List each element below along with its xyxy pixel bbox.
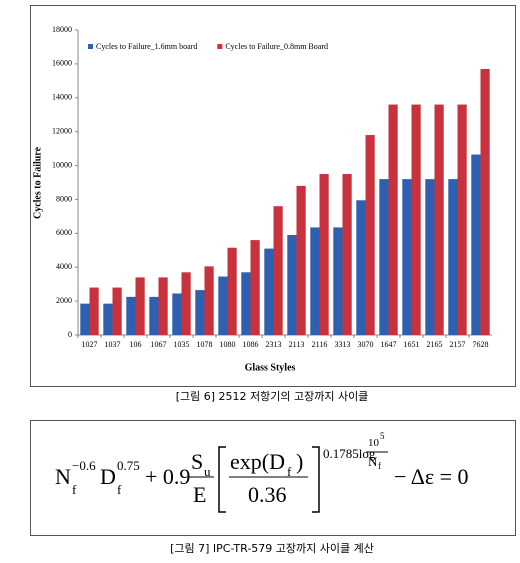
bar [204, 266, 214, 335]
x-tick-label: 3070 [358, 340, 374, 349]
eq-superscript: 5 [380, 431, 385, 441]
bar [425, 179, 435, 335]
bar [287, 235, 297, 335]
eq-symbol: 0.36 [248, 482, 287, 507]
y-tick-label: 2000 [56, 296, 72, 305]
bar [158, 277, 168, 335]
bar [365, 135, 375, 335]
eq-symbol: ) [296, 449, 303, 474]
y-tick-label: 10000 [52, 160, 72, 169]
bar [471, 154, 481, 335]
bar [333, 227, 343, 335]
bar [448, 179, 458, 335]
eq-symbol: exp(D [230, 449, 285, 474]
y-tick-label: 8000 [56, 194, 72, 203]
x-tick-label: 1035 [174, 340, 190, 349]
bar [319, 174, 329, 335]
x-tick-label: 1037 [105, 340, 121, 349]
bar [342, 174, 352, 335]
bar [241, 272, 251, 335]
x-tick-label: 1086 [243, 340, 259, 349]
bar [402, 179, 412, 335]
eq-superscript: 0.1785log [323, 446, 376, 461]
eq-symbol: + 0.9 [145, 464, 190, 489]
bar [457, 104, 467, 335]
bar [227, 247, 237, 335]
eq-subscript: f [117, 482, 122, 497]
bar [195, 290, 205, 335]
equation: N f −0.6 D f 0.75 + 0.9 S u E exp(D f ) … [55, 431, 469, 513]
eq-symbol: D [100, 464, 116, 489]
bar [273, 206, 283, 335]
y-tick-label: 4000 [56, 262, 72, 271]
bar [480, 68, 490, 335]
x-tick-label: 1080 [220, 340, 236, 349]
eq-symbol: N [55, 464, 71, 489]
bar [388, 104, 398, 335]
eq-symbol: E [193, 482, 206, 507]
equation-frame [30, 420, 516, 536]
bar [89, 287, 99, 335]
x-tick-label: 3313 [335, 340, 351, 349]
x-tick-label: 1651 [404, 340, 420, 349]
x-tick-label: 1027 [82, 340, 98, 349]
legend-swatch [88, 44, 93, 49]
legend-swatch [217, 44, 223, 49]
bracket [312, 446, 320, 513]
eq-subscript: f [287, 464, 292, 479]
bar [80, 303, 90, 335]
bar [434, 104, 444, 335]
bar [149, 296, 159, 335]
eq-subscript: f [72, 482, 77, 497]
x-tick-label: 106 [130, 340, 142, 349]
y-tick-label: 18000 [52, 25, 72, 34]
y-axis-title: Cycles to Failure [32, 146, 43, 219]
x-tick-label: 2116 [312, 340, 328, 349]
bar [250, 240, 260, 335]
x-tick-label: 1067 [151, 340, 167, 349]
legend-label: Cycles to Failure_0.8mm Board [225, 42, 328, 51]
eq-superscript: 10 [368, 437, 380, 449]
y-tick-label: 12000 [52, 126, 72, 135]
y-tick-label: 14000 [52, 93, 72, 102]
eq-superscript: 0.75 [117, 458, 140, 473]
eq-subscript: f [378, 461, 381, 471]
eq-subscript: u [204, 464, 211, 479]
bar [172, 293, 182, 335]
eq-symbol: N [368, 454, 378, 469]
bar [103, 303, 113, 335]
bracket [218, 446, 226, 513]
bar [310, 227, 320, 335]
bar [135, 277, 145, 335]
bar [218, 276, 228, 335]
x-tick-label: 2165 [427, 340, 443, 349]
figure-caption: [그림 6] 2512 저항기의 고장까지 사이클 [176, 390, 369, 403]
bar [126, 296, 136, 335]
bar [379, 179, 389, 335]
x-tick-label: 1647 [381, 340, 397, 349]
x-tick-label: 1078 [197, 340, 213, 349]
bar [296, 185, 306, 335]
x-tick-label: 2313 [266, 340, 282, 349]
eq-symbol: S [191, 449, 203, 474]
eq-symbol: − Δε = 0 [394, 464, 469, 489]
y-tick-label: 6000 [56, 228, 72, 237]
bar [264, 248, 274, 335]
bar [181, 272, 191, 335]
chart-frame [30, 5, 516, 387]
x-axis-title: Glass Styles [245, 362, 296, 373]
bar [411, 104, 421, 335]
eq-superscript: −0.6 [72, 458, 96, 473]
figure-caption: [그림 7] IPC-TR-579 고장까지 사이클 계산 [170, 542, 374, 555]
bar [356, 200, 366, 335]
bar [112, 287, 122, 335]
x-tick-label: 2157 [450, 340, 466, 349]
x-tick-label: 2113 [289, 340, 305, 349]
x-tick-label: 7628 [473, 340, 489, 349]
legend-label: Cycles to Failure_1.6mm board [96, 42, 197, 51]
y-tick-label: 16000 [52, 59, 72, 68]
y-tick-label: 0 [68, 330, 72, 339]
